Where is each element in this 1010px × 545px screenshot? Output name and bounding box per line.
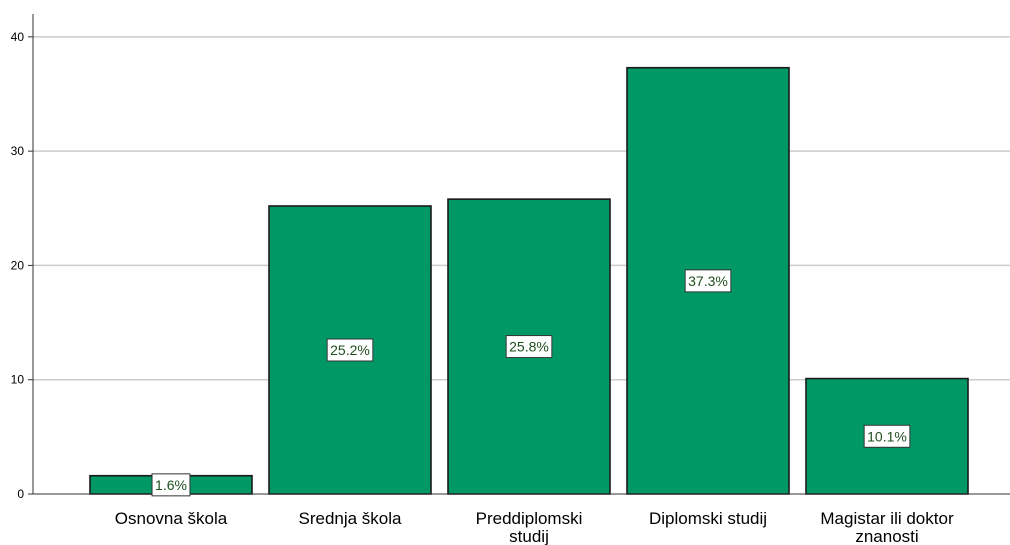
data-label-text: 10.1%: [867, 428, 907, 444]
data-label: 25.8%: [505, 335, 553, 359]
data-label: 37.3%: [684, 269, 732, 293]
x-category-label: Preddiplomski: [476, 509, 583, 528]
y-tick-label: 30: [11, 144, 25, 158]
x-category-label: Magistar ili doktor: [820, 509, 954, 528]
x-category-label: Diplomski studij: [649, 509, 767, 528]
data-label-box: [863, 424, 911, 448]
x-category-label: studij: [509, 527, 549, 545]
category-labels: Osnovna škola Srednja škola Preddiplomskis…: [115, 509, 954, 545]
data-label: 1.6%: [151, 473, 191, 497]
y-tick-label: 40: [11, 30, 25, 44]
y-tick-label: 20: [11, 258, 25, 272]
data-label-text: 25.2%: [330, 342, 370, 358]
bars: [89, 66, 969, 495]
data-label: 25.2%: [326, 338, 374, 362]
data-labels: 1.6% 25.2% 25.8% 37.3% 10.1%: [151, 269, 911, 497]
data-label-box: [505, 335, 553, 359]
data-label-text: 1.6%: [155, 477, 187, 493]
y-tick-label: 10: [11, 373, 25, 387]
data-label-text: 37.3%: [688, 273, 728, 289]
x-category-label: znanosti: [855, 527, 918, 545]
data-label: 10.1%: [863, 424, 911, 448]
data-label-text: 25.8%: [509, 339, 549, 355]
data-label-box: [151, 473, 191, 497]
data-label-box: [326, 338, 374, 362]
x-category-label: Osnovna škola: [115, 509, 228, 528]
x-category-label: Srednja škola: [298, 509, 402, 528]
axes: 0 10 20 30 40: [11, 14, 1010, 501]
y-tick-label: 0: [17, 487, 24, 501]
data-label-box: [684, 269, 732, 293]
